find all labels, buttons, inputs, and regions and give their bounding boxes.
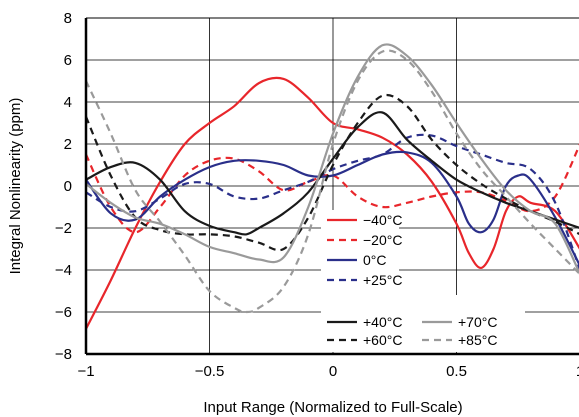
legend: −40°C −20°C 0°C +25°C +40°C +60°C +70°C +85°C — [321, 210, 525, 352]
x-axis-title: Input Range (Normalized to Full-Scale) — [203, 399, 462, 416]
legend-label-5: +60°C — [363, 332, 402, 348]
series-line-6 — [86, 43, 579, 275]
x-tick-label: −1 — [77, 363, 94, 380]
series-line-4 — [86, 111, 579, 236]
legend-label-0: −40°C — [363, 212, 402, 228]
legend-label-4: +40°C — [363, 314, 402, 330]
series-line-0 — [86, 76, 579, 330]
y-tick-label: 4 — [64, 94, 72, 111]
x-tick-label: 0.5 — [446, 363, 467, 380]
axes — [84, 17, 579, 356]
y-tick-label: 0 — [64, 178, 72, 195]
series-line-3 — [86, 133, 579, 271]
legend-label-3: +25°C — [363, 272, 402, 288]
x-tick-label: −0.5 — [195, 363, 225, 380]
series-group — [86, 43, 579, 330]
y-tick-label: −8 — [55, 346, 72, 363]
tick-labels: −8 −6 −4 −2 0 2 4 6 8 −1 −0.5 0 0.5 1 — [55, 10, 579, 380]
y-tick-label: −4 — [55, 262, 72, 279]
y-tick-label: 8 — [64, 10, 72, 27]
series-line-7 — [86, 49, 579, 314]
y-tick-label: 2 — [64, 136, 72, 153]
y-tick-label: −2 — [55, 220, 72, 237]
y-axis-title: Integral Nonlinearity (ppm) — [7, 98, 24, 275]
legend-label-6: +70°C — [458, 314, 497, 330]
y-tick-label: −6 — [55, 304, 72, 321]
x-tick-label: 0 — [329, 363, 337, 380]
legend-label-1: −20°C — [363, 232, 402, 248]
x-tick-label: 1 — [576, 363, 579, 380]
y-tick-label: 6 — [64, 52, 72, 69]
legend-label-2: 0°C — [363, 252, 387, 268]
legend-label-7: +85°C — [458, 332, 497, 348]
